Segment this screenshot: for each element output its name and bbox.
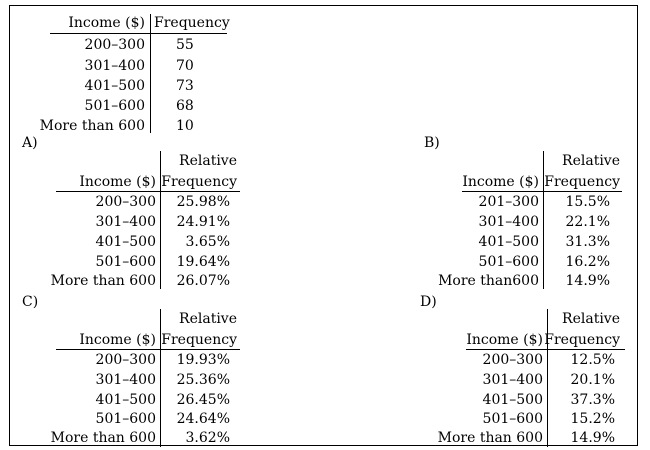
table-row-value: 22.1% (565, 214, 610, 230)
table-row-value: 31.3% (565, 234, 610, 250)
relative-header: Relative (562, 153, 620, 169)
table-row-income: More than 600 (50, 430, 156, 446)
table-row-value: 26.07% (176, 273, 230, 289)
header-rule (462, 191, 622, 192)
table-row-value: 15.2% (570, 411, 615, 427)
frequency-header: Frequency (161, 332, 237, 348)
table-row-value: 14.9% (565, 273, 610, 289)
table-row-frequency: 10 (176, 118, 194, 134)
table-row-value: 24.64% (176, 411, 230, 427)
table-row-value: 26.45% (176, 392, 230, 408)
table-row-income: 200–300 (95, 194, 156, 210)
table-row-value: 19.64% (176, 254, 230, 270)
table-row-income: 301–400 (95, 214, 156, 230)
table-row-income: 200–300 (84, 37, 145, 53)
table-row-value: 3.62% (185, 430, 230, 446)
frequency-header: Frequency (544, 332, 620, 348)
table-row-income: More than 600 (437, 430, 543, 446)
relative-header: Relative (179, 311, 237, 327)
income-header: Income ($) (79, 332, 156, 348)
table-row-income: 401–500 (95, 234, 156, 250)
frequency-header: Frequency (544, 174, 620, 190)
choice-label: D) (420, 294, 437, 310)
table-row-frequency: 55 (176, 37, 194, 53)
table-row-income: 301–400 (84, 58, 145, 74)
income-header: Income ($) (68, 15, 145, 31)
table-row-income: 200–300 (482, 352, 543, 368)
column-divider (543, 151, 544, 289)
table-row-value: 3.65% (185, 234, 230, 250)
choice-label: B) (424, 135, 440, 151)
table-row-income: 401–500 (84, 78, 145, 94)
table-row-income: 501–600 (482, 411, 543, 427)
choice-label: A) (22, 135, 38, 151)
table-row-value: 12.5% (570, 352, 615, 368)
frequency-header: Frequency (161, 174, 237, 190)
table-row-value: 20.1% (570, 372, 615, 388)
table-row-income: 301–400 (95, 372, 156, 388)
table-row-income: 501–600 (84, 98, 145, 114)
table-row-value: 16.2% (565, 254, 610, 270)
column-divider (160, 151, 161, 289)
question-frame (9, 5, 638, 446)
table-row-value: 15.5% (565, 194, 610, 210)
table-row-income: More than600 (438, 273, 539, 289)
header-rule (50, 33, 227, 34)
column-divider (150, 14, 151, 133)
table-row-value: 25.36% (176, 372, 230, 388)
table-row-frequency: 73 (176, 78, 194, 94)
table-row-income: 301–400 (482, 372, 543, 388)
table-row-frequency: 70 (176, 58, 194, 74)
table-row-frequency: 68 (176, 98, 194, 114)
table-row-income: More than 600 (39, 118, 145, 134)
column-divider (160, 309, 161, 447)
frequency-header: Frequency (154, 15, 230, 31)
table-row-income: 401–500 (478, 234, 539, 250)
header-rule (466, 349, 625, 350)
income-header: Income ($) (462, 174, 539, 190)
table-row-income: 501–600 (95, 411, 156, 427)
table-row-income: 401–500 (482, 392, 543, 408)
table-row-income: 201–300 (478, 194, 539, 210)
table-row-value: 37.3% (570, 392, 615, 408)
table-row-value: 19.93% (176, 352, 230, 368)
table-row-income: 200–300 (95, 352, 156, 368)
table-row-income: 401–500 (95, 392, 156, 408)
table-row-value: 24.91% (176, 214, 230, 230)
table-row-income: 301–400 (478, 214, 539, 230)
relative-header: Relative (179, 153, 237, 169)
table-row-income: 501–600 (478, 254, 539, 270)
table-row-income: More than 600 (50, 273, 156, 289)
choice-label: C) (22, 294, 39, 310)
income-header: Income ($) (466, 332, 543, 348)
income-header: Income ($) (79, 174, 156, 190)
header-rule (56, 191, 240, 192)
header-rule (56, 349, 240, 350)
column-divider (547, 309, 548, 447)
table-row-income: 501–600 (95, 254, 156, 270)
table-row-value: 14.9% (570, 430, 615, 446)
table-row-value: 25.98% (176, 194, 230, 210)
relative-header: Relative (562, 311, 620, 327)
